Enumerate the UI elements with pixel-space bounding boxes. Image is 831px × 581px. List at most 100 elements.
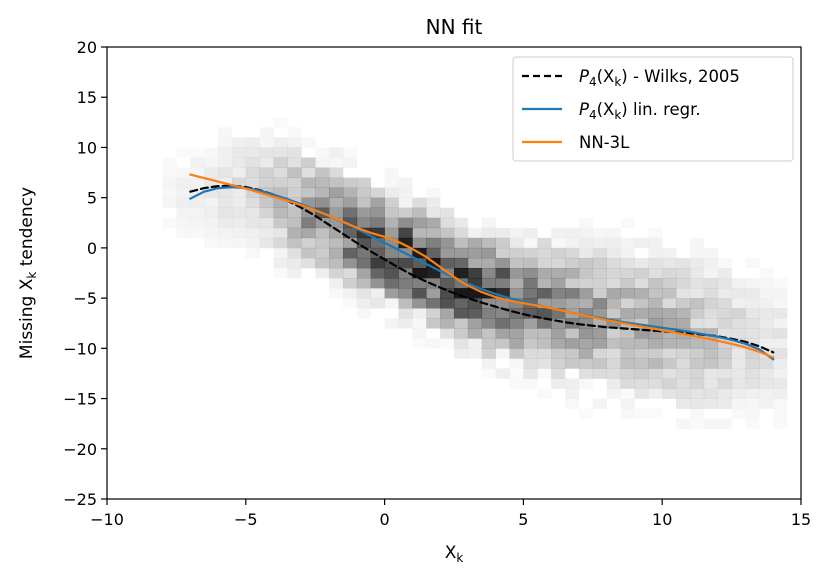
histogram-cell [620, 348, 635, 359]
histogram-cell [703, 358, 719, 369]
histogram-cell [634, 409, 648, 419]
legend-label-linreg: P4(Xk) lin. regr. [579, 100, 701, 122]
histogram-cell [412, 267, 427, 279]
histogram-cell [509, 298, 524, 309]
histogram-cell [592, 267, 607, 279]
histogram-cell [606, 267, 621, 279]
histogram-cell [717, 278, 732, 289]
histogram-cell [495, 288, 510, 299]
histogram-cell [593, 228, 607, 238]
histogram-cell [398, 278, 413, 289]
histogram-cell [703, 348, 719, 359]
histogram-cell [551, 227, 566, 239]
histogram-cell [565, 237, 580, 249]
histogram-cell [385, 178, 399, 188]
histogram-cell [273, 157, 288, 168]
histogram-cell [190, 217, 205, 229]
histogram-cell [565, 399, 579, 409]
plot-frame [106, 46, 802, 500]
histogram-cell [342, 217, 358, 229]
histogram-cell [245, 137, 260, 148]
histogram-cell [440, 207, 455, 219]
histogram-cell [745, 298, 760, 309]
histogram-cell [703, 388, 719, 399]
histogram-cell [176, 207, 191, 219]
histogram-cell [537, 368, 551, 378]
y-axis-label-post: tendency [17, 187, 37, 272]
histogram-cell [606, 328, 621, 339]
histogram-cell [634, 368, 649, 379]
histogram-cell [509, 288, 524, 299]
histogram-cell [551, 348, 566, 359]
histogram-cell [537, 267, 552, 279]
histogram-cell [620, 267, 635, 279]
histogram-cell [648, 409, 662, 419]
histogram-cell [315, 167, 330, 178]
histogram-cell [356, 207, 372, 219]
histogram-cell [301, 187, 316, 198]
histogram-cell [440, 217, 455, 229]
histogram-cell [412, 328, 426, 338]
histogram-cell [426, 247, 441, 259]
y-tick-label: −10 [63, 339, 97, 358]
histogram-cell [384, 288, 399, 299]
histogram-cell [342, 187, 358, 198]
histogram-cell [245, 207, 260, 219]
histogram-cell [662, 298, 677, 309]
histogram-cell [509, 247, 524, 259]
histogram-cell [329, 197, 344, 209]
histogram-cell [648, 368, 663, 379]
histogram-cell [523, 238, 537, 248]
histogram-cell [218, 147, 233, 158]
histogram-cell [426, 338, 440, 348]
histogram-cell [287, 267, 302, 279]
histogram-cell [342, 288, 358, 299]
histogram-cell [190, 187, 205, 198]
histogram-cell [274, 268, 288, 278]
histogram-cell [745, 288, 760, 299]
histogram-cell [163, 168, 177, 178]
histogram-cell [648, 278, 663, 289]
histogram-cell [495, 267, 510, 279]
histogram-cell [648, 298, 663, 309]
histogram-cell [662, 348, 677, 359]
histogram-cell [342, 237, 358, 249]
histogram-cell [287, 187, 302, 198]
histogram-cell [426, 288, 441, 299]
histogram-cell [231, 157, 247, 168]
histogram-cell [662, 267, 677, 279]
histogram-cell [204, 197, 219, 209]
histogram-cell [578, 227, 594, 239]
histogram-cell [426, 267, 441, 279]
histogram-cell [745, 278, 759, 288]
histogram-cell [703, 318, 719, 329]
histogram-cell [384, 187, 399, 198]
histogram-cell [454, 267, 469, 279]
histogram-cell [356, 257, 372, 269]
histogram-cell [592, 318, 607, 329]
histogram-cell [231, 167, 247, 178]
histogram-cell [412, 257, 427, 269]
histogram-cell [676, 318, 691, 329]
histogram-cell [495, 227, 510, 239]
histogram-cell [481, 358, 496, 369]
histogram-cell [481, 338, 496, 349]
histogram-cell [634, 267, 649, 279]
histogram-cell [356, 177, 372, 188]
histogram-cell [592, 348, 607, 359]
histogram-cell [592, 278, 607, 289]
histogram-cell [676, 298, 691, 309]
histogram-cell [523, 348, 538, 359]
histogram-cell [689, 368, 705, 379]
x-tick-label: −10 [90, 510, 124, 529]
histogram-cell [412, 318, 426, 328]
histogram-cell [773, 278, 787, 288]
histogram-cell [454, 227, 469, 239]
histogram-cell [745, 308, 760, 319]
histogram-cell [509, 348, 524, 359]
histogram-cell [287, 177, 302, 188]
histogram-cell [412, 217, 427, 229]
histogram-cell [273, 187, 288, 198]
histogram-cell [412, 298, 427, 309]
histogram-cell [190, 177, 205, 188]
